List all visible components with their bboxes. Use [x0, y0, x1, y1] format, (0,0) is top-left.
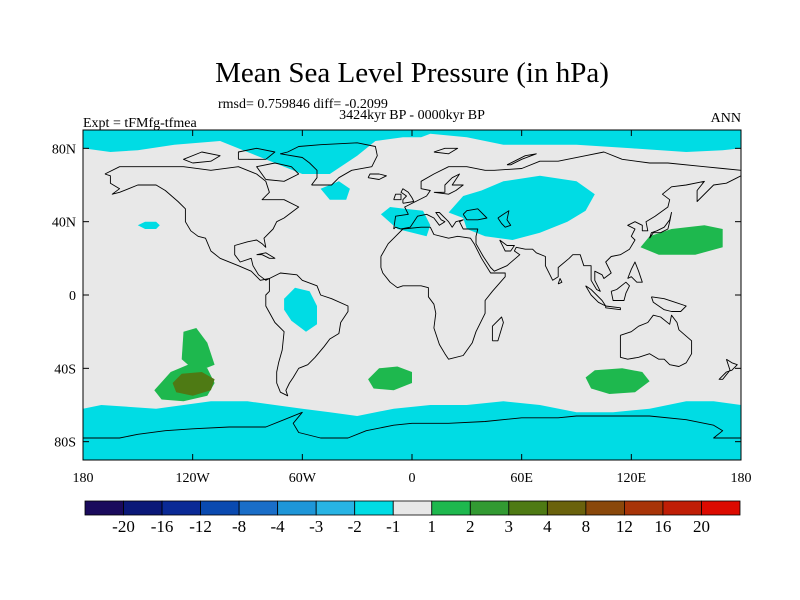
coastline	[650, 296, 687, 312]
coastline	[462, 208, 488, 221]
colorbar-label: 2	[466, 517, 475, 536]
coastline	[183, 151, 221, 164]
coastline	[605, 305, 621, 311]
anomaly-region-south-pacific-core	[172, 372, 215, 396]
period-label: 3424kyr BP - 0000kyr BP	[339, 108, 485, 123]
colorbar: -20 -16 -12 -8 -4 -3 -2 -1 1 2 3 4 8 12 16 20	[84, 500, 741, 536]
coastline	[393, 193, 402, 201]
y-axis: 80N 40N 0 40S 80S	[52, 142, 741, 451]
coastline	[400, 188, 415, 204]
coastline	[237, 147, 276, 160]
coastline	[627, 261, 643, 283]
colorbar-swatch	[123, 500, 163, 516]
colorbar-swatch	[662, 500, 702, 516]
coastline	[380, 226, 506, 360]
coastline	[497, 210, 512, 228]
anomaly-region-indian-ocean-high	[585, 368, 650, 394]
colorbar-swatch	[200, 500, 240, 516]
x-axis: 180 120W 60W 0 60E 120E 180	[73, 130, 752, 486]
x-tick-label: 180	[73, 471, 94, 486]
stats-text: rmsd= 0.759846 diff= -0.2099	[218, 97, 388, 112]
anomaly-region-arctic-canada	[83, 130, 741, 174]
season-label: ANN	[711, 111, 741, 126]
colorbar-swatch	[315, 500, 356, 516]
colorbar-label: -12	[189, 517, 212, 536]
x-tick-label: 0	[409, 471, 416, 486]
x-tick-label: 60W	[289, 471, 317, 486]
colorbar-swatch	[624, 500, 664, 516]
experiment-label: Expt = tFMfg-tfmea	[83, 116, 197, 131]
coastline	[557, 278, 563, 285]
colorbar-swatch	[701, 500, 741, 516]
coastline	[104, 166, 300, 281]
colorbar-label: 20	[693, 517, 710, 536]
colorbar-swatch	[546, 500, 587, 516]
coastline	[367, 173, 387, 180]
colorbar-label: 12	[616, 517, 633, 536]
colorbar-swatch	[238, 500, 279, 516]
coastline	[279, 142, 378, 186]
coastline	[256, 252, 276, 259]
x-tick-label: 180	[731, 471, 752, 486]
y-tick-label: 80S	[54, 436, 76, 451]
x-tick-label: 120W	[176, 471, 211, 486]
anomaly-region-south-pacific-tail	[181, 328, 215, 372]
colorbar-swatch	[161, 500, 201, 516]
coastline	[506, 153, 537, 166]
colorbar-label: 1	[428, 517, 437, 536]
coastline	[433, 147, 459, 155]
anomaly-regions	[83, 130, 741, 460]
colorbar-swatch	[431, 500, 471, 516]
coastline	[265, 272, 349, 397]
colorbar-label: -20	[112, 517, 135, 536]
coastline	[83, 411, 741, 439]
chart-title: Mean Sea Level Pressure (in hPa)	[215, 57, 609, 89]
colorbar-swatch	[508, 500, 548, 516]
colorbar-label: -3	[309, 517, 323, 536]
colorbar-label: 4	[543, 517, 552, 536]
colorbar-label: -16	[151, 517, 174, 536]
anomaly-region-amazon	[284, 287, 317, 332]
anomaly-region-east-pacific-spot	[137, 221, 160, 229]
colorbar-swatch	[585, 500, 625, 516]
colorbar-swatch	[354, 500, 394, 516]
x-tick-label: 60E	[510, 471, 533, 486]
colorbar-label: -8	[232, 517, 246, 536]
anomaly-region-southern-ocean	[83, 401, 741, 460]
colorbar-label: -1	[386, 517, 400, 536]
colorbar-swatch	[392, 500, 433, 516]
colorbar-label: 3	[505, 517, 514, 536]
anomaly-region-europe-spain	[380, 207, 431, 237]
y-tick-label: 40S	[54, 362, 76, 377]
colorbar-label: 8	[582, 517, 591, 536]
y-tick-label: 80N	[52, 142, 76, 157]
y-tick-label: 0	[69, 289, 76, 304]
coastline	[393, 175, 741, 292]
colorbar-swatch	[84, 500, 124, 516]
anomaly-region-central-asia	[448, 175, 595, 240]
coastline	[619, 314, 693, 367]
coastline	[393, 151, 741, 230]
anomaly-region-south-atlantic-high	[368, 366, 412, 391]
coastline	[610, 281, 630, 301]
coastline	[499, 239, 515, 252]
coastline	[718, 358, 738, 380]
coastline	[649, 212, 672, 239]
colorbar-label: 16	[654, 517, 671, 536]
coastlines	[83, 142, 741, 439]
coastline	[256, 162, 300, 182]
colorbar-label: -4	[271, 517, 286, 536]
coastline	[491, 316, 504, 342]
coastline	[433, 173, 464, 195]
colorbar-swatch	[469, 500, 510, 516]
anomaly-region-labrador	[320, 181, 350, 200]
y-tick-label: 40N	[52, 216, 76, 231]
colorbar-label: -2	[348, 517, 362, 536]
colorbar-swatch	[277, 500, 317, 516]
x-tick-label: 120E	[617, 471, 647, 486]
